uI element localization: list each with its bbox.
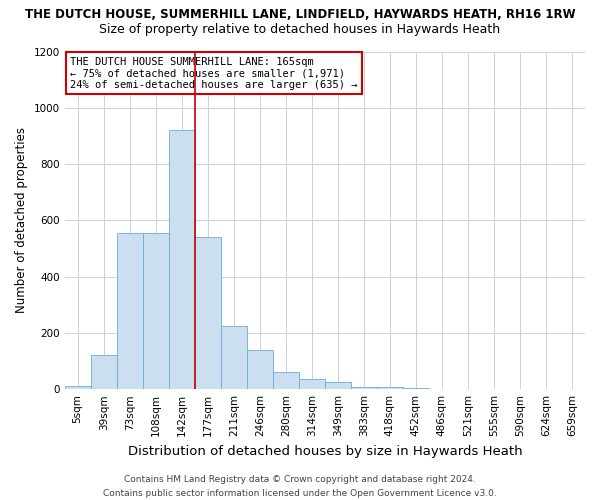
Bar: [273, 372, 299, 389]
Text: THE DUTCH HOUSE, SUMMERHILL LANE, LINDFIELD, HAYWARDS HEATH, RH16 1RW: THE DUTCH HOUSE, SUMMERHILL LANE, LINDFI…: [25, 8, 575, 20]
Y-axis label: Number of detached properties: Number of detached properties: [15, 128, 28, 314]
X-axis label: Distribution of detached houses by size in Haywards Heath: Distribution of detached houses by size …: [128, 444, 522, 458]
Bar: [65, 386, 91, 389]
Bar: [169, 130, 195, 389]
Bar: [247, 350, 273, 389]
Bar: [351, 387, 377, 389]
Bar: [403, 388, 429, 389]
Text: THE DUTCH HOUSE SUMMERHILL LANE: 165sqm
← 75% of detached houses are smaller (1,: THE DUTCH HOUSE SUMMERHILL LANE: 165sqm …: [70, 56, 358, 90]
Bar: [117, 233, 143, 389]
Bar: [195, 237, 221, 389]
Bar: [143, 233, 169, 389]
Bar: [221, 326, 247, 389]
Text: Size of property relative to detached houses in Haywards Heath: Size of property relative to detached ho…: [100, 22, 500, 36]
Bar: [91, 356, 116, 389]
Bar: [325, 382, 351, 389]
Bar: [299, 380, 325, 389]
Bar: [377, 387, 403, 389]
Text: Contains HM Land Registry data © Crown copyright and database right 2024.
Contai: Contains HM Land Registry data © Crown c…: [103, 476, 497, 498]
